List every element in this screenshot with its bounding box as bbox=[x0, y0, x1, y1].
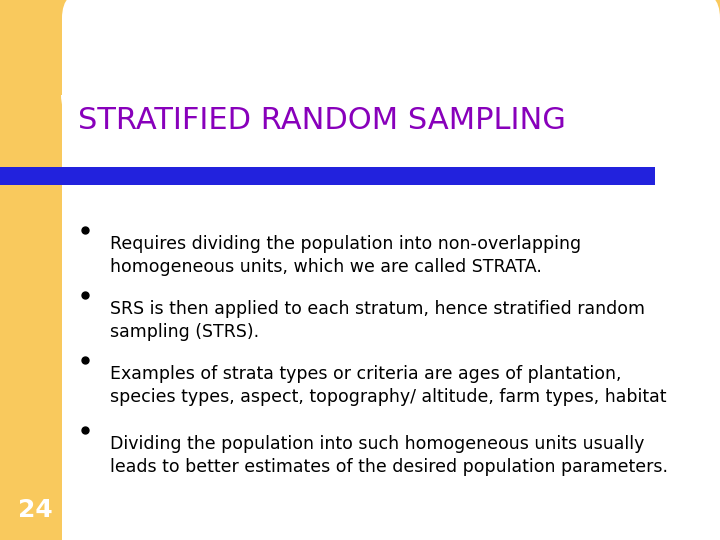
Bar bbox=[90, 0, 290, 95]
Bar bbox=[0, 0, 62, 540]
Text: SRS is then applied to each stratum, hence stratified random
sampling (STRS).: SRS is then applied to each stratum, hen… bbox=[110, 300, 645, 341]
Bar bbox=[62, 67, 720, 540]
Text: Examples of strata types or criteria are ages of plantation,
species types, aspe: Examples of strata types or criteria are… bbox=[110, 365, 667, 406]
Text: Requires dividing the population into non-overlapping
homogeneous units, which w: Requires dividing the population into no… bbox=[110, 235, 581, 276]
Bar bbox=[0, 167, 655, 185]
Bar bbox=[0, 0, 62, 95]
Text: STRATIFIED RANDOM SAMPLING: STRATIFIED RANDOM SAMPLING bbox=[78, 106, 566, 135]
Text: 24: 24 bbox=[18, 498, 53, 522]
FancyBboxPatch shape bbox=[62, 0, 720, 95]
Bar bbox=[62, 0, 290, 95]
FancyBboxPatch shape bbox=[61, 0, 291, 123]
Text: Dividing the population into such homogeneous units usually
leads to better esti: Dividing the population into such homoge… bbox=[110, 435, 668, 476]
